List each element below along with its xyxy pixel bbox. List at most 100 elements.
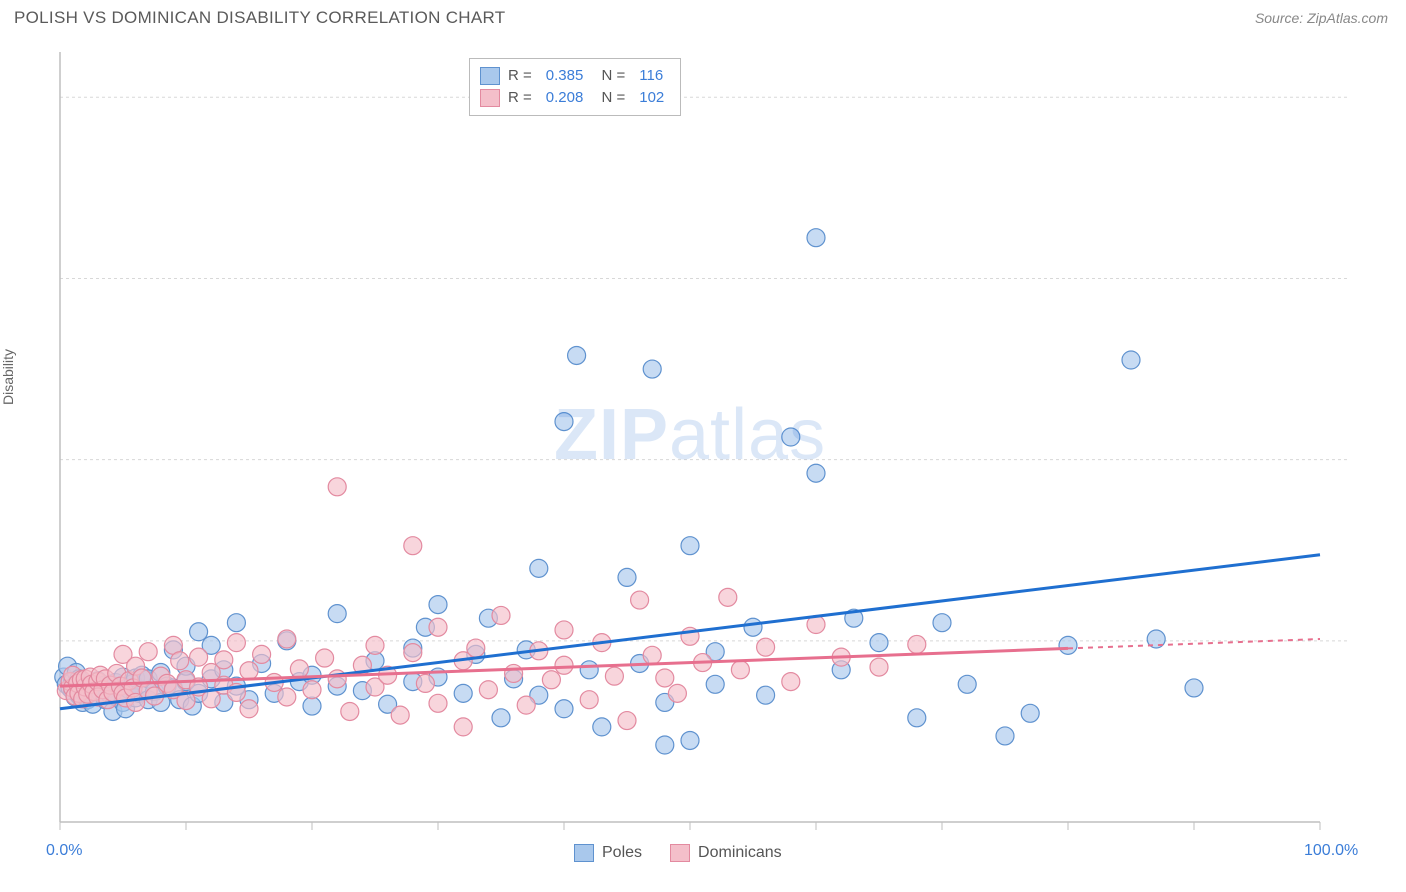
chart-container: Disability 20.0%40.0%60.0%80.0% ZIPatlas… [14, 42, 1388, 832]
scatter-point [807, 464, 825, 482]
scatter-point [429, 618, 447, 636]
scatter-point [1122, 351, 1140, 369]
scatter-point [479, 681, 497, 699]
scatter-point [555, 656, 573, 674]
series-legend-item: Dominicans [670, 842, 782, 864]
scatter-point [404, 644, 422, 662]
legend-n-value: 116 [639, 65, 663, 87]
scatter-point [467, 639, 485, 657]
scatter-point [908, 635, 926, 653]
scatter-point [568, 346, 586, 364]
scatter-point [757, 638, 775, 656]
scatter-point [215, 651, 233, 669]
x-axis-end-label: 100.0% [1304, 842, 1358, 860]
scatter-point [908, 709, 926, 727]
scatter-point [328, 670, 346, 688]
correlation-legend: R =0.385 N =116R =0.208 N =102 [469, 58, 681, 116]
scatter-point [190, 623, 208, 641]
scatter-point [391, 706, 409, 724]
scatter-point [454, 718, 472, 736]
scatter-point [542, 671, 560, 689]
scatter-point [492, 606, 510, 624]
series-legend: Poles Dominicans [574, 842, 782, 864]
scatter-point [1059, 636, 1077, 654]
source-label: Source: ZipAtlas.com [1255, 10, 1388, 26]
scatter-point [517, 696, 535, 714]
series-legend-label: Dominicans [698, 842, 782, 864]
scatter-point [782, 428, 800, 446]
legend-row: R =0.208 N =102 [480, 87, 670, 109]
scatter-point [618, 712, 636, 730]
scatter-point [171, 652, 189, 670]
scatter-point [429, 694, 447, 712]
scatter-point [656, 669, 674, 687]
scatter-point [719, 588, 737, 606]
legend-r-label: R = [508, 65, 532, 87]
legend-n-value: 102 [639, 87, 664, 109]
legend-swatch [480, 89, 500, 107]
scatter-point [429, 596, 447, 614]
scatter-point [555, 621, 573, 639]
scatter-point [555, 700, 573, 718]
legend-swatch [574, 844, 594, 862]
scatter-point [404, 537, 422, 555]
scatter-point [253, 645, 271, 663]
scatter-point [870, 658, 888, 676]
legend-r-value: 0.385 [546, 65, 584, 87]
series-legend-label: Poles [602, 842, 642, 864]
scatter-chart: 20.0%40.0%60.0%80.0% [14, 42, 1354, 832]
scatter-point [530, 559, 548, 577]
legend-swatch [480, 67, 500, 85]
scatter-point [328, 478, 346, 496]
series-legend-item: Poles [574, 842, 642, 864]
scatter-point [328, 605, 346, 623]
scatter-point [492, 709, 510, 727]
scatter-point [605, 667, 623, 685]
chart-title: POLISH VS DOMINICAN DISABILITY CORRELATI… [14, 8, 505, 28]
scatter-point [580, 661, 598, 679]
scatter-point [593, 718, 611, 736]
scatter-point [706, 675, 724, 693]
scatter-point [643, 360, 661, 378]
scatter-point [933, 614, 951, 632]
scatter-point [1185, 679, 1203, 697]
scatter-point [303, 681, 321, 699]
scatter-point [643, 646, 661, 664]
legend-n-label: N = [597, 65, 625, 87]
scatter-point [782, 673, 800, 691]
scatter-point [1021, 704, 1039, 722]
scatter-point [240, 700, 258, 718]
y-axis-label: Disability [0, 349, 16, 405]
scatter-point [757, 686, 775, 704]
scatter-point [416, 674, 434, 692]
scatter-point [744, 618, 762, 636]
scatter-point [681, 537, 699, 555]
legend-row: R = 0.385 N = 116 [480, 65, 670, 87]
scatter-point [303, 697, 321, 715]
scatter-point [227, 634, 245, 652]
scatter-point [454, 684, 472, 702]
scatter-point [190, 648, 208, 666]
scatter-point [341, 702, 359, 720]
scatter-point [681, 731, 699, 749]
scatter-point [278, 630, 296, 648]
scatter-point [366, 636, 384, 654]
chart-header: POLISH VS DOMINICAN DISABILITY CORRELATI… [0, 0, 1406, 32]
scatter-point [555, 413, 573, 431]
scatter-point [958, 675, 976, 693]
scatter-point [870, 634, 888, 652]
scatter-point [996, 727, 1014, 745]
scatter-point [278, 688, 296, 706]
scatter-point [807, 229, 825, 247]
scatter-point [631, 591, 649, 609]
scatter-point [227, 614, 245, 632]
scatter-point [731, 661, 749, 679]
scatter-point [290, 660, 308, 678]
scatter-point [580, 691, 598, 709]
scatter-point [316, 649, 334, 667]
scatter-point [139, 643, 157, 661]
x-axis-start-label: 0.0% [46, 842, 82, 860]
scatter-point [656, 736, 674, 754]
legend-n-label: N = [597, 87, 625, 109]
scatter-point [668, 684, 686, 702]
